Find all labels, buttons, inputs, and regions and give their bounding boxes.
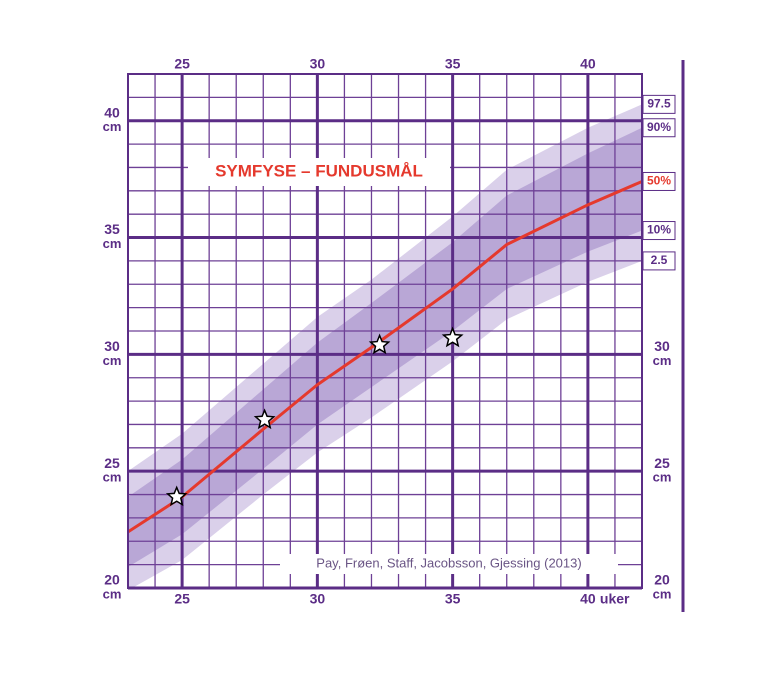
x-tick-label: 35 bbox=[445, 591, 461, 607]
y-unit-right: cm bbox=[653, 353, 672, 368]
y-tick-label: 40 bbox=[104, 104, 120, 120]
x-tick-label-top: 25 bbox=[174, 56, 190, 72]
chart-title: SYMFYSE – FUNDUSMÅL bbox=[215, 161, 423, 180]
y-tick-label: 25 bbox=[104, 455, 120, 471]
y-unit: cm bbox=[103, 353, 122, 368]
y-unit: cm bbox=[103, 586, 122, 601]
y-unit: cm bbox=[103, 236, 122, 251]
y-tick-label-right: 30 bbox=[654, 338, 670, 354]
source-box bbox=[280, 554, 618, 574]
source: Pay, Frøen, Staff, Jacobsson, Gjessing (… bbox=[316, 555, 581, 570]
legend-label: 50% bbox=[647, 174, 671, 188]
y-unit: cm bbox=[103, 470, 122, 485]
y-tick-label: 30 bbox=[104, 338, 120, 354]
measurement-star bbox=[441, 326, 464, 348]
x-unit: uker bbox=[600, 591, 630, 607]
legend-label: 2.5 bbox=[651, 253, 668, 267]
title-box bbox=[188, 158, 450, 186]
y-unit-right: cm bbox=[653, 586, 672, 601]
measurement-star bbox=[253, 408, 276, 430]
legend-label: 10% bbox=[647, 223, 671, 237]
legend-box bbox=[642, 118, 676, 138]
y-unit-right: cm bbox=[653, 470, 672, 485]
y-tick-label: 20 bbox=[104, 572, 120, 588]
x-tick-label: 25 bbox=[174, 591, 190, 607]
legend-box bbox=[642, 171, 676, 191]
y-tick-label: 35 bbox=[104, 221, 120, 237]
plot-frame bbox=[127, 73, 643, 589]
legend-label: 90% bbox=[647, 120, 671, 134]
y-tick-label-right: 25 bbox=[654, 455, 670, 471]
x-tick-label-top: 40 bbox=[580, 56, 596, 72]
y-tick-label-right: 20 bbox=[654, 572, 670, 588]
x-tick-label-top: 30 bbox=[310, 56, 326, 72]
x-tick-label-top: 35 bbox=[445, 56, 461, 72]
median-line bbox=[128, 180, 642, 534]
measurement-star bbox=[368, 333, 391, 355]
measurement-star bbox=[165, 485, 188, 507]
legend-label: 97.5 bbox=[647, 97, 671, 111]
legend-box bbox=[642, 221, 676, 241]
legend-box bbox=[642, 94, 676, 114]
legend-box bbox=[642, 251, 676, 271]
x-tick-label: 40 bbox=[580, 591, 596, 607]
x-tick-label: 30 bbox=[310, 591, 326, 607]
y-unit: cm bbox=[103, 119, 122, 134]
